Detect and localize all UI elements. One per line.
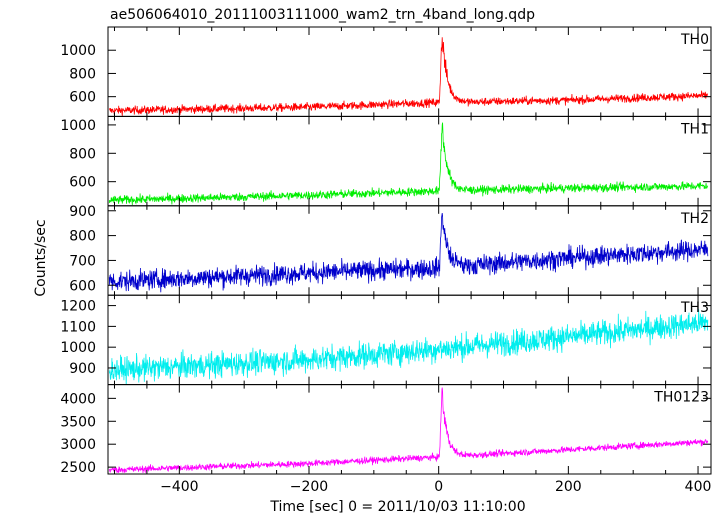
panel-group: 600 800 1000 TH0 600 800 1000 TH1 600 700 800 900 TH… [60,26,712,476]
y-tick-label: 1200 [60,299,96,315]
panel-label-th3: TH3 [680,300,709,316]
panel-frame [107,384,712,475]
x-tick-label: 400 [685,479,712,495]
series-line-th0123 [108,387,709,474]
y-tick-label: 800 [69,66,96,82]
series-line-th0 [108,37,709,116]
y-tick-label: 1000 [60,340,96,356]
series-line-th2 [108,212,709,293]
y-tick-label: 800 [69,146,96,162]
y-tick-label: 1100 [60,319,96,335]
y-tick-label: 2500 [60,460,96,476]
panel-label-th0: TH0 [680,32,709,48]
y-tick-label: 600 [69,90,96,106]
x-tick-label: 200 [555,479,582,495]
panel-th0: 600 800 1000 TH0 [60,26,712,117]
chart-title: ae506064010_20111003111000_wam2_trn_4ban… [110,7,535,23]
y-tick-label: 3500 [60,414,96,430]
panel-frame [107,294,712,386]
y-tick-label: 700 [69,253,96,269]
y-axis-title: Counts/sec [33,219,49,296]
y-tick-label: 600 [69,278,96,294]
panel-th1: 600 800 1000 TH1 [60,115,712,207]
series-line-th3 [108,309,709,385]
y-tick-label: 3000 [60,437,96,453]
x-tick-label: −200 [290,479,328,495]
x-tick-labels: −400 −200 0 200 400 [160,479,711,495]
panel-th0123: 2500 3000 3500 4000 TH0123 [60,384,712,476]
panel-th3: 900 1000 1100 1200 TH3 [60,294,712,386]
panel-th2: 600 700 800 900 TH2 [69,204,712,296]
x-tick-label: 0 [434,479,443,495]
y-tick-label: 600 [69,175,96,191]
panel-label-th2: TH2 [680,211,709,227]
y-tick-label: 900 [69,204,96,220]
y-tick-label: 800 [69,229,96,245]
y-tick-label: 1000 [60,43,96,59]
y-tick-label: 1000 [60,118,96,134]
y-tick-label: 900 [69,361,96,377]
y-tick-label: 4000 [60,391,96,407]
x-tick-label: −400 [160,479,198,495]
panel-label-th0123: TH0123 [653,390,709,406]
panel-label-th1: TH1 [680,121,709,137]
series-line-th1 [108,122,709,206]
x-axis-title: Time [sec] 0 = 2011/10/03 11:10:00 [269,499,525,515]
